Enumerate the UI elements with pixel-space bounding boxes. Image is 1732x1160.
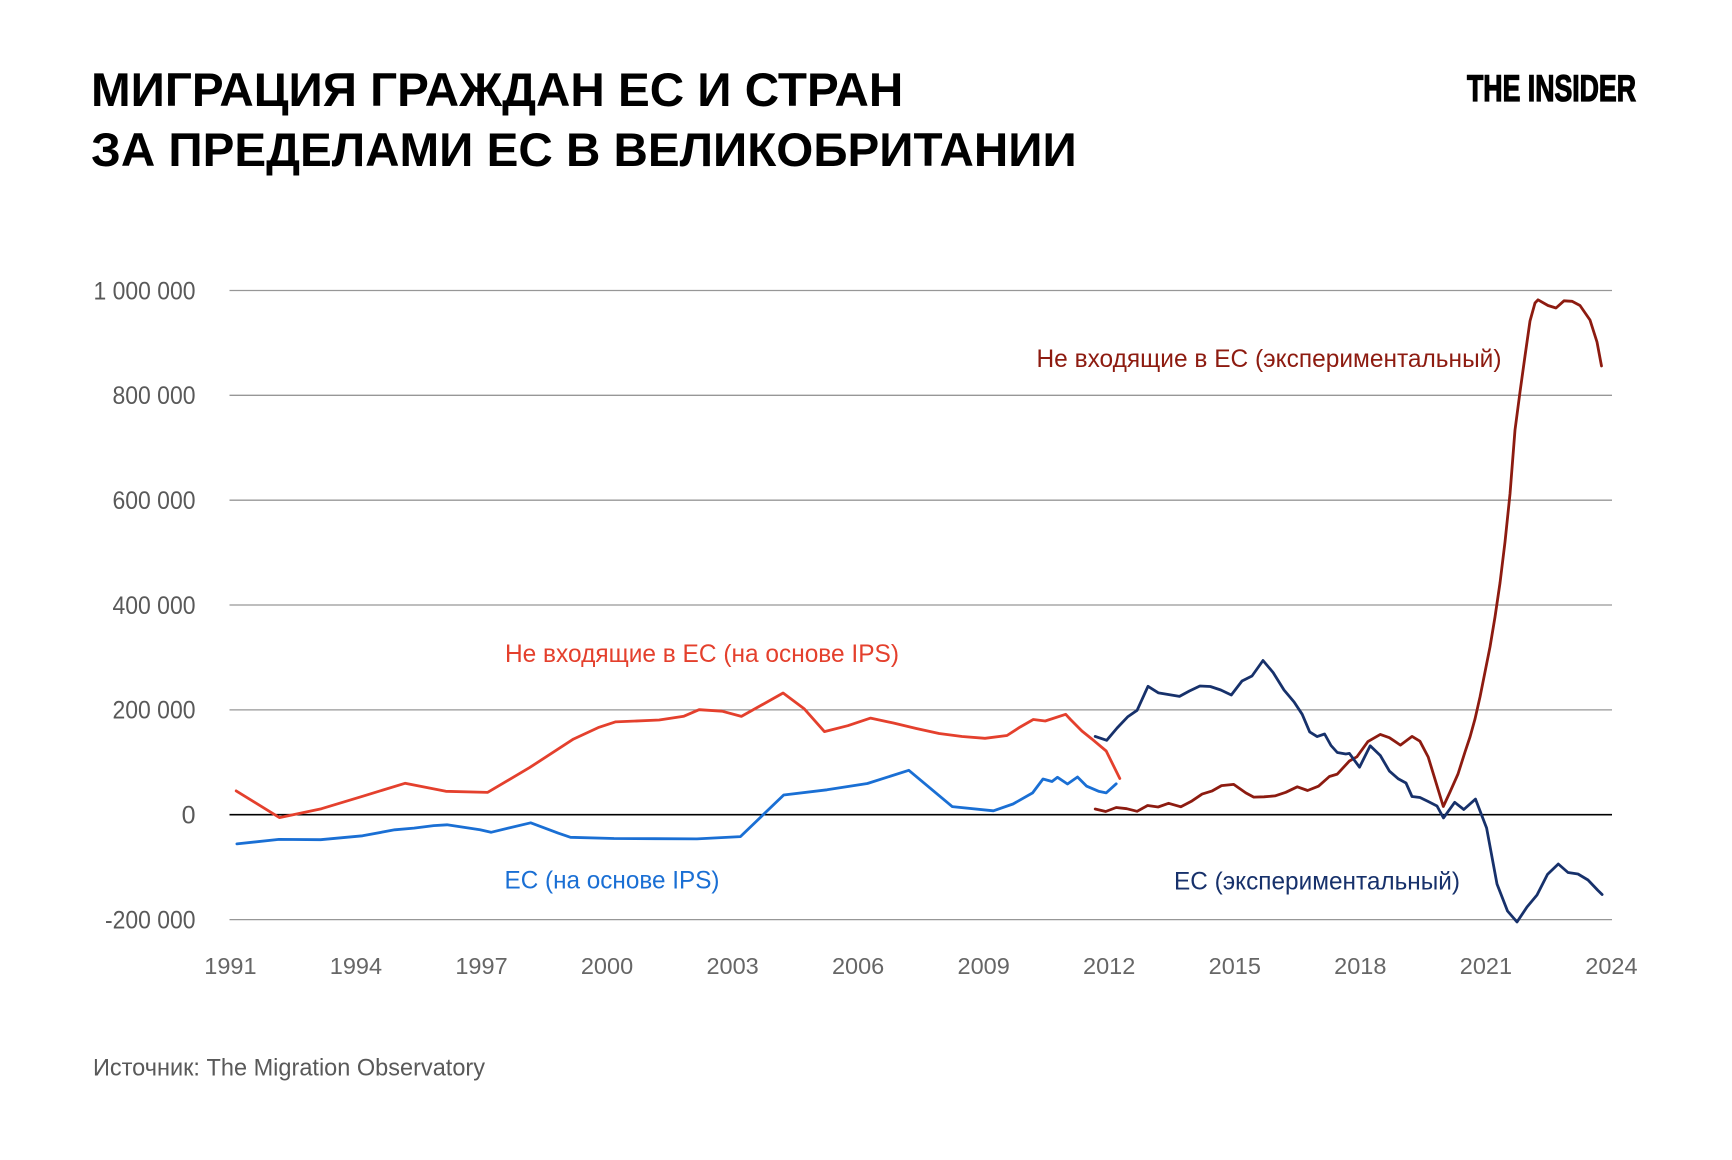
svg-text:-200 000: -200 000 (105, 906, 196, 934)
svg-text:200 000: 200 000 (113, 697, 196, 725)
svg-text:1994: 1994 (330, 953, 382, 979)
svg-text:2009: 2009 (958, 953, 1010, 979)
svg-text:400 000: 400 000 (113, 592, 196, 620)
svg-text:2006: 2006 (832, 953, 884, 979)
svg-text:1997: 1997 (455, 953, 507, 979)
svg-text:THE INSIDER: THE INSIDER (1467, 68, 1636, 109)
svg-text:2018: 2018 (1334, 953, 1386, 979)
svg-text:1991: 1991 (204, 953, 256, 979)
svg-text:ЗА ПРЕДЕЛАМИ ЕС В ВЕЛИКОБРИТАН: ЗА ПРЕДЕЛАМИ ЕС В ВЕЛИКОБРИТАНИИ (91, 124, 1077, 177)
svg-text:Источник: The Migration Observ: Источник: The Migration Observatory (93, 1055, 486, 1082)
svg-text:2024: 2024 (1585, 953, 1637, 979)
svg-text:2021: 2021 (1460, 953, 1512, 979)
svg-text:2003: 2003 (706, 953, 758, 979)
svg-text:ЕС (экспериментальный): ЕС (экспериментальный) (1174, 869, 1460, 896)
svg-text:800 000: 800 000 (113, 382, 196, 410)
svg-text:ЕС (на основе IPS): ЕС (на основе IPS) (505, 868, 720, 895)
svg-text:600 000: 600 000 (113, 487, 196, 515)
svg-text:0: 0 (182, 802, 196, 830)
svg-text:2012: 2012 (1083, 953, 1135, 979)
svg-text:Не входящие в ЕС (эксперимента: Не входящие в ЕС (экспериментальный) (1037, 346, 1502, 373)
svg-text:МИГРАЦИЯ ГРАЖДАН ЕС И СТРАН: МИГРАЦИЯ ГРАЖДАН ЕС И СТРАН (91, 64, 903, 117)
svg-text:Не входящие в ЕС (на основе IP: Не входящие в ЕС (на основе IPS) (505, 641, 899, 668)
svg-text:1 000 000: 1 000 000 (94, 277, 196, 305)
svg-text:2000: 2000 (581, 953, 633, 979)
svg-text:2015: 2015 (1209, 953, 1261, 979)
